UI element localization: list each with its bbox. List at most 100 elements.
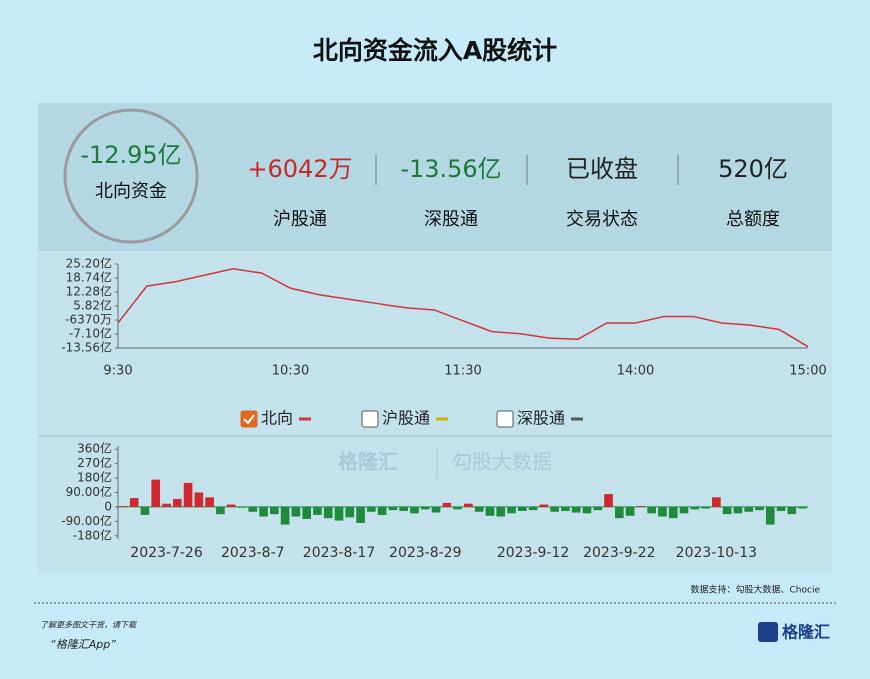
bar: [668, 506, 678, 519]
main-label: 北向资金: [95, 181, 167, 202]
bar: [194, 492, 204, 507]
bar: [420, 506, 430, 510]
x-tick-label: 10:30: [272, 364, 309, 379]
bar: [615, 506, 624, 519]
bar: [129, 498, 139, 507]
bar: [248, 506, 258, 512]
bar: [313, 506, 322, 515]
bar: [787, 506, 797, 515]
bar: [679, 506, 689, 514]
bar: [744, 506, 754, 512]
bar: [755, 506, 764, 511]
watermark-partner: 勾股大数据: [452, 450, 552, 474]
main-circle: [63, 108, 199, 244]
x-tick-label: 2023-8-29: [389, 545, 461, 561]
bar: [625, 506, 635, 516]
bar: [517, 506, 527, 511]
main-value: -12.95亿: [80, 141, 181, 169]
bar: [140, 506, 150, 515]
summary-label: 总额度: [726, 209, 780, 230]
bar: [733, 506, 743, 514]
x-tick-label: 9:30: [103, 364, 132, 379]
bar: [291, 506, 301, 517]
bar: [464, 503, 473, 507]
bar: [334, 506, 344, 521]
bar: [571, 506, 581, 513]
bar: [712, 497, 721, 507]
bar: [550, 506, 559, 512]
bar: [431, 506, 441, 513]
bar: [151, 479, 161, 507]
y-tick-label: 5.82亿: [73, 298, 112, 313]
line-series: [117, 268, 809, 348]
y-tick-label: 18.74亿: [66, 270, 112, 285]
bar: [453, 506, 462, 510]
bar: [226, 504, 236, 507]
bar: [410, 506, 419, 514]
y-tick-label: -7.10亿: [69, 326, 112, 341]
bar: [259, 506, 268, 517]
x-tick-label: 15:00: [789, 364, 826, 379]
watermark-brand: 格隆汇: [338, 450, 398, 474]
legend-checkbox[interactable]: [240, 410, 258, 428]
bar: [119, 506, 128, 507]
y-tick-label: 270亿: [77, 455, 112, 470]
summary-value: +6042万: [247, 155, 352, 183]
bar: [690, 506, 700, 510]
y-tick-label: -90.00亿: [61, 513, 112, 528]
bar: [765, 506, 775, 525]
legend-checkbox[interactable]: [496, 410, 514, 428]
bar: [205, 497, 214, 507]
bar: [593, 506, 603, 511]
summary-panel: [38, 103, 832, 251]
y-tick-label: -13.56亿: [61, 340, 112, 355]
bar: [485, 506, 495, 516]
bar: [798, 506, 807, 509]
source: 数据支持：勾股大数据、Chocie: [691, 584, 821, 596]
bar: [496, 506, 506, 517]
summary-separators: [375, 155, 679, 185]
y-tick-label: 25.20亿: [66, 256, 112, 271]
summary-label: 交易状态: [566, 209, 638, 230]
logo-mark: [758, 622, 778, 642]
summary-value: 已收盘: [566, 155, 638, 183]
bar: [722, 506, 732, 515]
summary-value: -13.56亿: [400, 155, 501, 183]
summary-label: 深股通: [424, 209, 478, 230]
x-tick-label: 2023-10-13: [676, 545, 757, 561]
legend-label: 北向: [261, 409, 293, 428]
promo: 了解更多图文干货，请下载: [40, 621, 137, 630]
bar: [183, 482, 193, 507]
bar: [367, 506, 376, 512]
bar: [388, 506, 398, 511]
promo-app: “格隆汇App”: [50, 638, 116, 651]
logo: 格隆汇: [782, 623, 830, 642]
bar: [474, 506, 484, 512]
legend-label: 沪股通: [382, 409, 430, 428]
bar: [302, 506, 311, 519]
y-tick-label: 12.28亿: [66, 284, 112, 299]
bar: [701, 506, 710, 509]
bar: [776, 506, 786, 511]
bar: [399, 506, 409, 511]
bar: [280, 506, 290, 525]
x-tick-label: 2023-8-7: [221, 545, 285, 561]
bar: [507, 506, 516, 514]
bar: [658, 506, 667, 517]
x-tick-label: 11:30: [444, 364, 481, 379]
bar: [647, 506, 656, 514]
bar: [356, 506, 365, 523]
summary-label: 沪股通: [273, 209, 327, 230]
legend-checkbox[interactable]: [361, 410, 379, 428]
y-tick-label: 360亿: [77, 441, 112, 456]
bar: [377, 506, 387, 515]
summary-value: 520亿: [718, 155, 788, 183]
y-tick-label: 90.00亿: [66, 484, 112, 499]
bar: [323, 506, 333, 519]
bar: [345, 506, 355, 518]
bar: [539, 504, 549, 507]
x-tick-label: 14:00: [617, 364, 654, 379]
bar: [172, 498, 182, 507]
